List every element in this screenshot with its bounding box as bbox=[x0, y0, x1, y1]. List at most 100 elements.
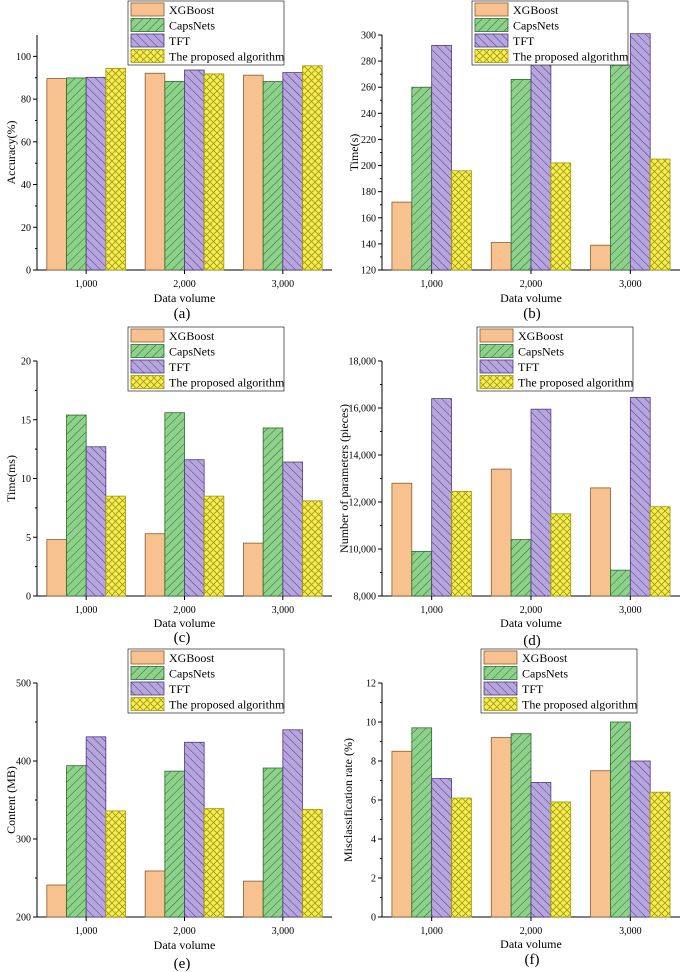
bar-proposed-2 bbox=[203, 73, 225, 271]
legend-label-tft: TFT bbox=[169, 34, 191, 48]
bar-xgboost-1 bbox=[46, 539, 67, 597]
panel-label: (f) bbox=[525, 952, 540, 968]
bar-xgboost-2 bbox=[144, 533, 166, 597]
bar-tft-3 bbox=[282, 461, 303, 597]
y-tick-label: 80 bbox=[21, 95, 31, 106]
x-tick-label: 3,000 bbox=[272, 279, 295, 290]
legend-label-proposed: The proposed algorithm bbox=[169, 50, 285, 64]
legend-swatch-tft bbox=[130, 33, 165, 48]
y-tick-label: 240 bbox=[361, 109, 376, 120]
bar-tft-3 bbox=[282, 729, 303, 918]
legend-swatch-capsnets bbox=[483, 666, 518, 680]
legend-swatch-xgboost bbox=[483, 650, 518, 665]
legend-swatch-proposed bbox=[130, 49, 165, 63]
bar-proposed-1 bbox=[451, 491, 472, 597]
legend-label-tft: TFT bbox=[522, 682, 544, 696]
bar-xgboost-2 bbox=[144, 72, 166, 271]
legend-label-tft: TFT bbox=[518, 360, 540, 374]
legend-label-proposed: The proposed algorithm bbox=[169, 698, 285, 712]
chart-panel-b: 120 140 160 180 200 220 240 260 280 300 1,000 2,000… bbox=[347, 0, 680, 322]
legend-swatch-tft bbox=[483, 681, 518, 696]
x-axis-label: Data volume bbox=[500, 937, 562, 951]
bar-capsnets-2 bbox=[164, 770, 185, 918]
x-axis-label: Data volume bbox=[154, 938, 216, 952]
legend-label-tft: TFT bbox=[513, 34, 535, 48]
bar-proposed-1 bbox=[105, 495, 126, 597]
x-axis-label: Data volume bbox=[500, 616, 562, 630]
x-tick-label: 2,000 bbox=[520, 605, 543, 616]
x-tick-label: 2,000 bbox=[520, 926, 543, 937]
bar-xgboost-2 bbox=[490, 242, 512, 271]
bar-xgboost-3 bbox=[243, 542, 264, 597]
legend-label-capsnets: CapsNets bbox=[169, 345, 215, 359]
y-tick-label: 20 bbox=[21, 357, 31, 368]
bar-capsnets-3 bbox=[262, 767, 284, 918]
y-tick-label: 10,000 bbox=[349, 545, 377, 556]
y-tick-label: 200 bbox=[16, 913, 31, 924]
x-tick-label: 3,000 bbox=[272, 605, 295, 616]
bar-proposed-1 bbox=[451, 797, 472, 918]
y-tick-label: 6 bbox=[371, 796, 376, 807]
panel-label: (c) bbox=[174, 630, 191, 646]
legend-swatch-capsnets bbox=[130, 666, 165, 680]
legend-swatch-xgboost bbox=[130, 2, 165, 17]
x-axis-label: Data volume bbox=[154, 291, 216, 305]
bar-tft-2 bbox=[184, 741, 205, 918]
y-tick-label: 220 bbox=[361, 135, 376, 146]
x-tick-label: 1,000 bbox=[75, 279, 98, 290]
bar-capsnets-2 bbox=[510, 733, 532, 918]
x-tick-label: 1,000 bbox=[420, 926, 443, 937]
y-tick-label: 300 bbox=[16, 835, 31, 846]
x-tick-label: 2,000 bbox=[173, 605, 196, 616]
bar-proposed-3 bbox=[649, 506, 671, 597]
chart-panel-a: 0 20 40 60 80 100 1,000 2,000 3,000 Data volume Ac… bbox=[4, 0, 332, 322]
bar-xgboost-1 bbox=[391, 482, 413, 597]
x-tick-label: 1,000 bbox=[420, 605, 443, 616]
x-tick-label: 3,000 bbox=[619, 605, 642, 616]
y-axis-label: Misclassification rate (%) bbox=[341, 738, 355, 862]
bar-tft-3 bbox=[629, 760, 651, 918]
bar-xgboost-2 bbox=[490, 737, 512, 918]
legend-swatch-proposed bbox=[479, 375, 514, 389]
legend-swatch-xgboost bbox=[130, 650, 165, 665]
bar-xgboost-3 bbox=[590, 244, 611, 271]
y-tick-label: 0 bbox=[26, 266, 31, 277]
x-tick-label: 1,000 bbox=[75, 605, 98, 616]
y-tick-label: 160 bbox=[361, 213, 376, 224]
legend-label-capsnets: CapsNets bbox=[169, 667, 215, 681]
bar-tft-2 bbox=[184, 69, 205, 271]
bar-xgboost-3 bbox=[243, 74, 264, 271]
bar-tft-2 bbox=[530, 782, 552, 918]
legend-label-xgboost: XGBoost bbox=[169, 651, 215, 665]
legend-label-proposed: The proposed algorithm bbox=[513, 50, 629, 64]
x-tick-label: 2,000 bbox=[173, 926, 196, 937]
bar-capsnets-3 bbox=[262, 427, 284, 597]
bar-xgboost-3 bbox=[243, 880, 264, 918]
y-tick-label: 12 bbox=[366, 679, 376, 690]
y-axis-label: Accuracy(%) bbox=[4, 121, 18, 185]
bar-xgboost-3 bbox=[590, 487, 611, 597]
x-tick-label: 3,000 bbox=[619, 279, 642, 290]
chart-panel-c: 0 5 10 15 20 1,000 2,000 3,000 Data volume Time(m… bbox=[4, 326, 332, 646]
y-tick-label: 4 bbox=[371, 835, 376, 846]
legend-swatch-xgboost bbox=[130, 328, 165, 343]
legend-swatch-xgboost bbox=[474, 2, 509, 17]
bar-proposed-3 bbox=[649, 158, 671, 271]
y-tick-label: 12,000 bbox=[349, 498, 377, 509]
bar-tft-3 bbox=[629, 397, 651, 597]
y-tick-label: 400 bbox=[16, 757, 31, 768]
bar-capsnets-1 bbox=[411, 86, 433, 271]
legend-swatch-tft bbox=[474, 33, 509, 48]
bar-proposed-2 bbox=[550, 513, 572, 597]
bar-proposed-3 bbox=[302, 500, 323, 597]
bar-capsnets-3 bbox=[610, 721, 631, 918]
panel-label: (e) bbox=[174, 956, 191, 972]
y-tick-label: 14,000 bbox=[349, 451, 377, 462]
bar-proposed-2 bbox=[203, 495, 225, 597]
legend-label-proposed: The proposed algorithm bbox=[169, 376, 285, 390]
legend-label-xgboost: XGBoost bbox=[169, 329, 215, 343]
legend-label-proposed: The proposed algorithm bbox=[522, 698, 638, 712]
